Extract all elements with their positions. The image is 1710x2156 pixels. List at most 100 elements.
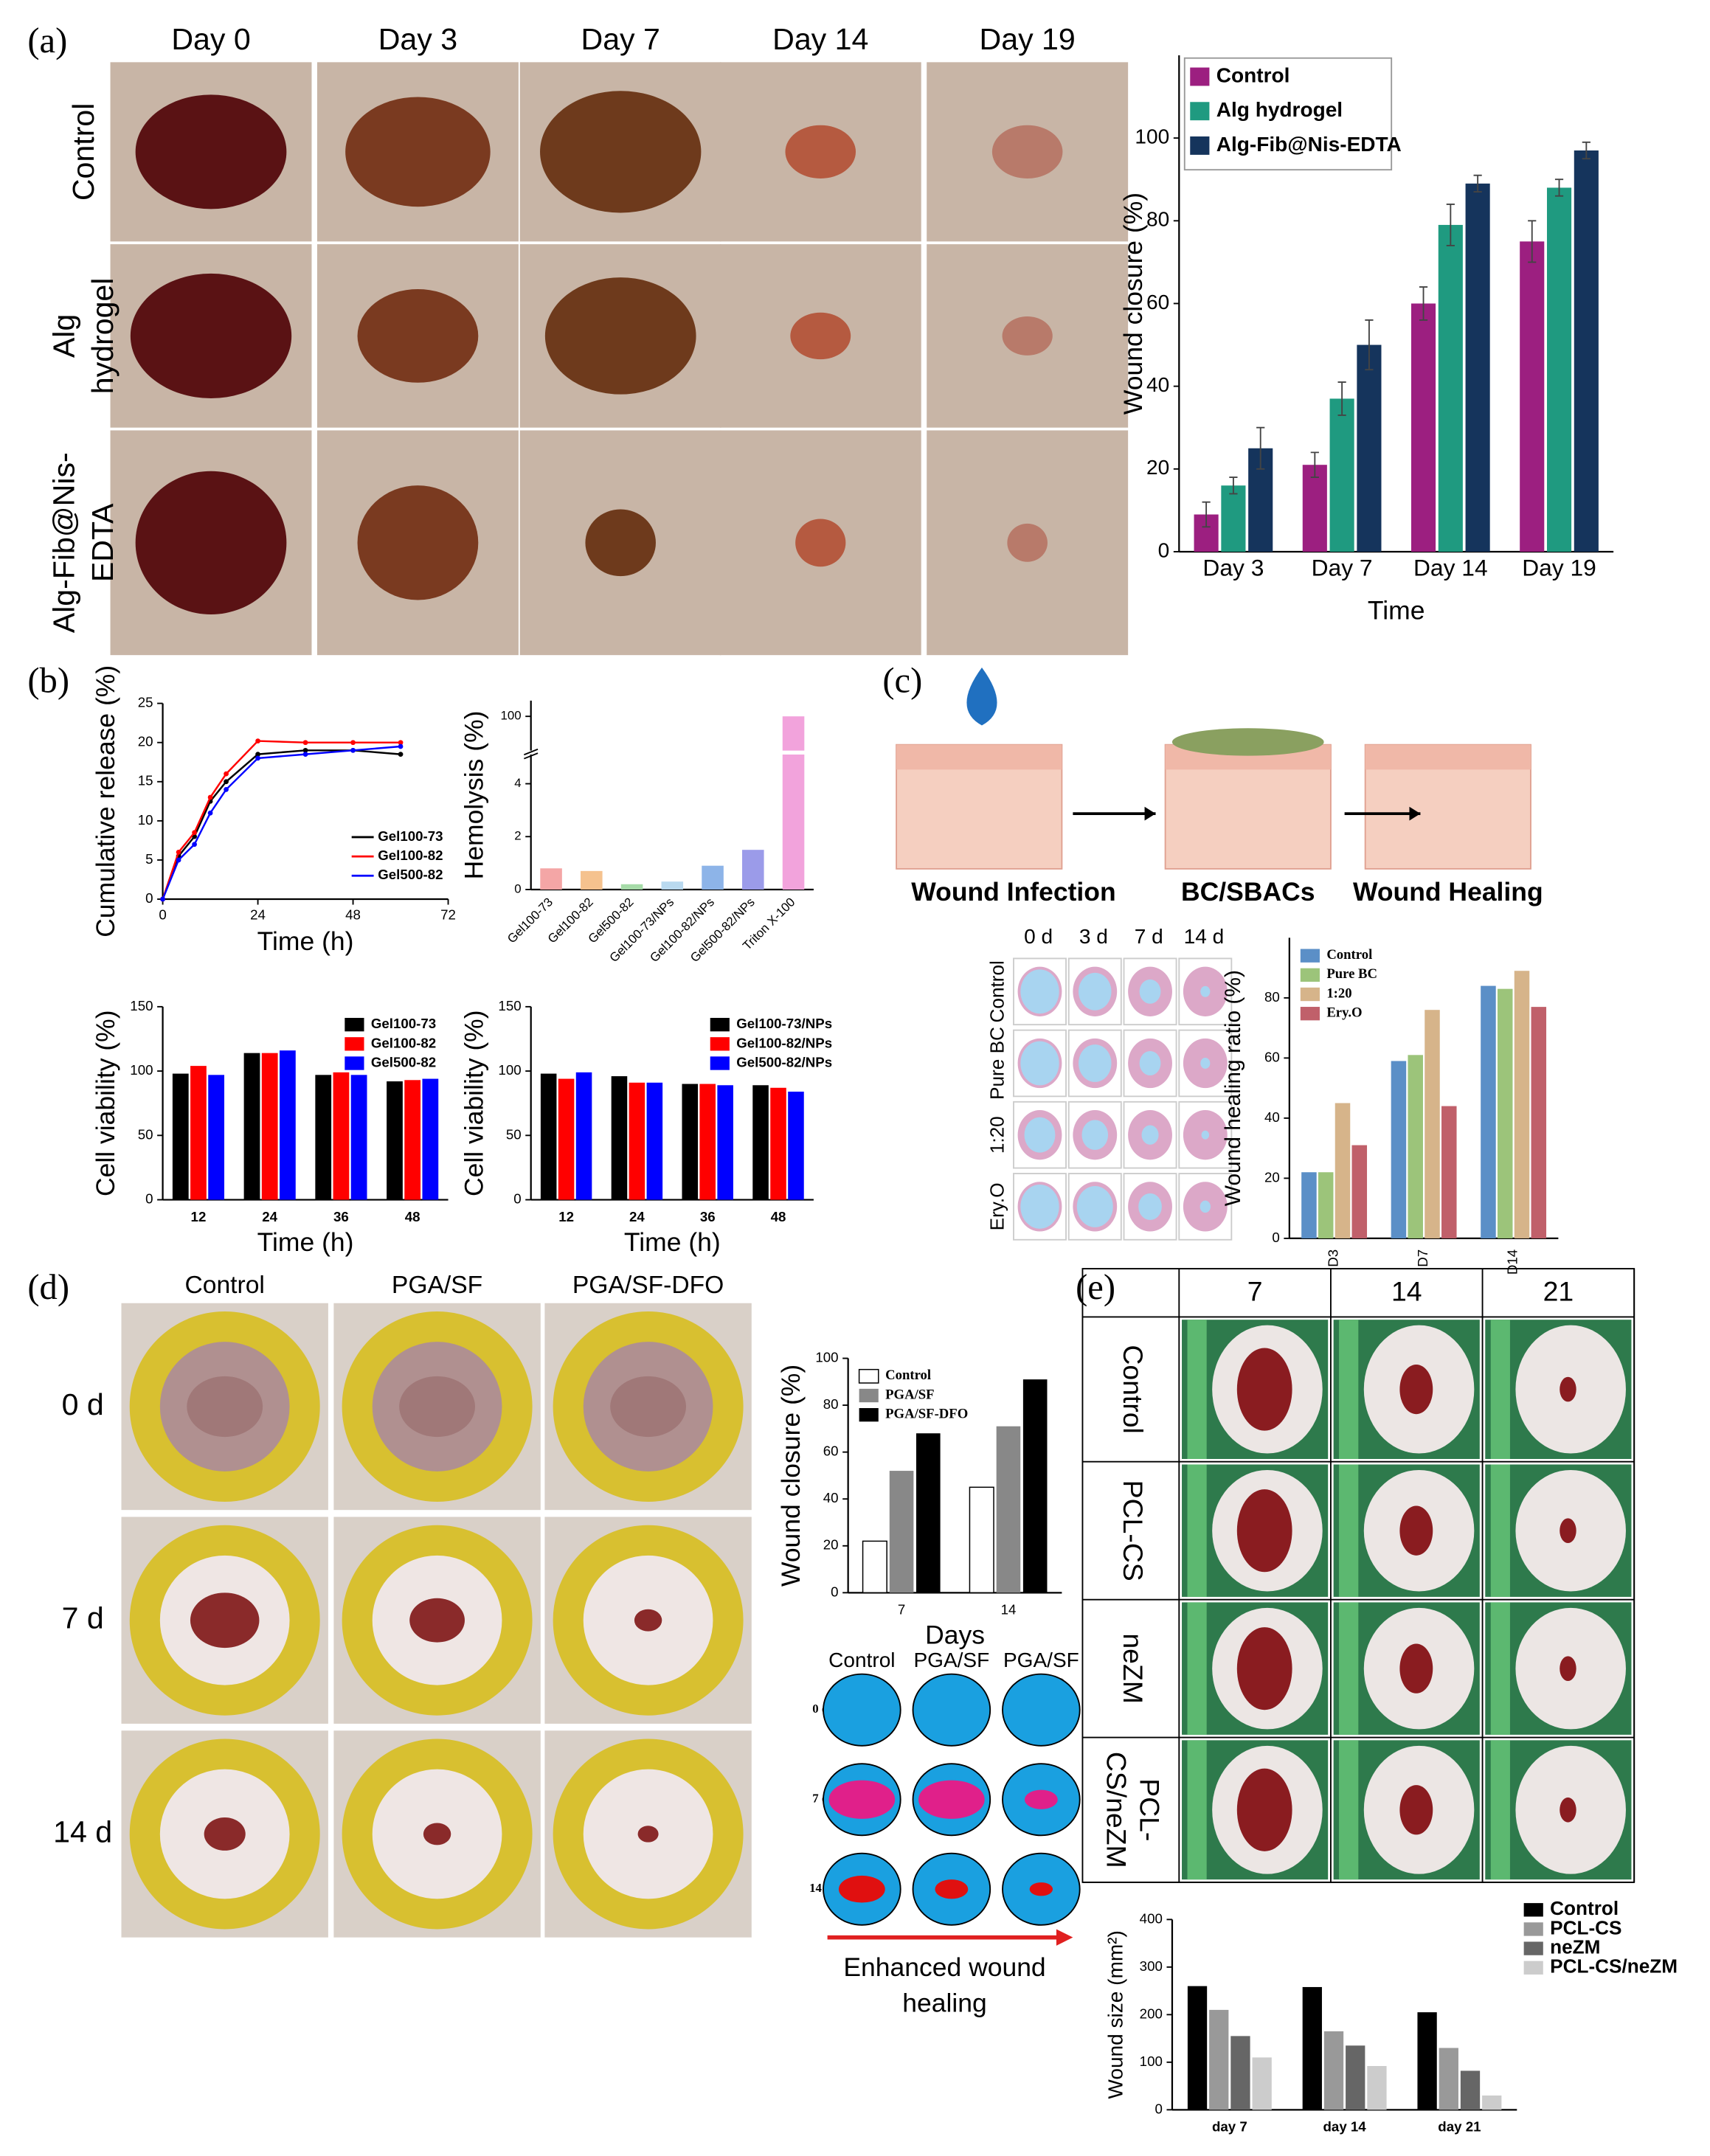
error-bar: [1554, 178, 1564, 197]
point: [302, 740, 308, 746]
legend-swatch: [1523, 1941, 1543, 1955]
row-label: 0 d: [62, 1387, 104, 1421]
legend-label: PCL-CS/neZM: [1550, 1955, 1678, 1978]
bar: [1022, 1379, 1048, 1593]
column-label: Control: [828, 1649, 895, 1671]
bar: [315, 1075, 332, 1200]
wound: [1560, 1797, 1576, 1823]
legend-swatch: [1523, 1922, 1543, 1936]
legend-swatch: [345, 1056, 364, 1070]
panel-label: (d): [27, 1267, 69, 1307]
bar: [1302, 1986, 1322, 2110]
ruler: [1490, 1602, 1510, 1735]
step-label: Wound Healing: [1353, 877, 1543, 907]
y-tick-label: 4: [514, 776, 521, 790]
error-bar: [1310, 451, 1319, 478]
bar: [350, 1075, 367, 1200]
wound: [1002, 316, 1053, 356]
step-label: BC/SBACs: [1181, 877, 1315, 907]
bar: [752, 1085, 769, 1200]
x-axis-label: Time (h): [257, 926, 354, 956]
bar: [404, 1080, 421, 1200]
x-tick-label: Day 7: [1312, 555, 1373, 581]
legend-label: Gel100-82: [371, 1035, 436, 1050]
x-tick-label: 12: [191, 1209, 207, 1224]
point: [255, 738, 260, 743]
point: [207, 794, 213, 800]
wound: [1399, 1785, 1433, 1835]
y-axis-label: Wound healing ratio (%): [1221, 970, 1245, 1206]
point: [224, 771, 229, 777]
wound: [1560, 1518, 1576, 1544]
caption: Enhanced wound: [843, 1952, 1045, 1982]
x-tick-label: 24: [250, 907, 266, 922]
x-tick-label: 48: [405, 1209, 420, 1224]
bar: [1410, 303, 1436, 552]
y-tick-label: 20: [1264, 1169, 1280, 1185]
wound: [190, 1592, 260, 1649]
wound: [1399, 1364, 1433, 1415]
y-tick-label: 20: [138, 734, 153, 749]
bar: [1441, 1106, 1457, 1238]
bar: [862, 1540, 887, 1594]
y-axis-label: Wound closure (%): [776, 1365, 806, 1587]
ruler: [1187, 1320, 1207, 1460]
wound-open: [1200, 1058, 1211, 1069]
y-tick-label: 150: [498, 998, 521, 1013]
error-bar: [1582, 141, 1590, 160]
bar: [1574, 150, 1599, 552]
axis-break: [522, 750, 814, 755]
point: [192, 842, 197, 848]
legend-label: neZM: [1550, 1936, 1600, 1958]
y-tick-label: 25: [138, 695, 153, 710]
bar: [996, 1426, 1021, 1593]
row-label: 14 d: [53, 1814, 112, 1848]
x-tick-label: day 7: [1212, 2119, 1247, 2135]
bar: [1209, 2009, 1229, 2110]
ruler: [1187, 1602, 1207, 1735]
point: [302, 752, 308, 757]
wound-open: [1079, 972, 1112, 1011]
ruler: [1187, 1740, 1207, 1880]
legend-swatch: [1300, 1007, 1320, 1021]
y-tick-label: 100: [1140, 2053, 1163, 2069]
y-axis-label: Cell viability (%): [459, 1010, 488, 1196]
legend-swatch: [710, 1037, 730, 1051]
legend-label: Control: [1216, 63, 1290, 86]
bar: [1417, 2012, 1437, 2110]
error-bar: [1337, 381, 1346, 416]
row-label: Alg: [47, 314, 81, 358]
y-tick-label: 40: [1146, 373, 1169, 396]
x-tick-label: 48: [771, 1209, 786, 1224]
wound-open: [1020, 1185, 1059, 1229]
column-label: PGA/SF: [392, 1272, 482, 1299]
x-axis-label: Time: [1368, 596, 1425, 625]
y-tick-label: 0: [513, 1191, 521, 1207]
wound: [585, 509, 656, 577]
point: [207, 810, 213, 816]
y-tick-label: 0: [1155, 2101, 1162, 2116]
x-tick-label: 12: [558, 1209, 574, 1224]
bar: [699, 1084, 716, 1200]
row-label: Alg-Fib@Nis-: [47, 452, 81, 633]
break-mark: [524, 748, 539, 760]
column-label: 0 d: [1024, 925, 1053, 948]
bar: [1514, 971, 1530, 1238]
y-tick-label: 100: [1135, 125, 1169, 148]
wound: [637, 1826, 659, 1843]
bar: [558, 1078, 575, 1200]
wound: [357, 289, 479, 383]
y-axis-label: Cell viability (%): [91, 1010, 120, 1196]
y-tick-label: 60: [1264, 1049, 1280, 1064]
wound: [357, 485, 479, 600]
wound: [785, 125, 856, 179]
y-tick-label: 300: [1140, 1958, 1163, 1974]
bar: [629, 1082, 645, 1200]
column-label: PGA/SF: [913, 1649, 989, 1671]
bar: [1367, 2066, 1387, 2110]
wound: [399, 1376, 475, 1438]
legend-swatch: [1190, 67, 1210, 86]
wound: [1236, 1627, 1292, 1710]
y-tick-label: 60: [823, 1443, 839, 1459]
y-tick-label: 100: [815, 1349, 838, 1365]
